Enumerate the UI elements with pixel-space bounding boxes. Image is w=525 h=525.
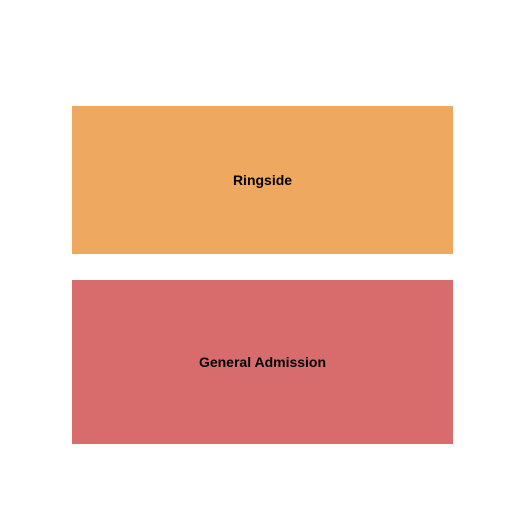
- section-general-admission[interactable]: General Admission: [72, 280, 453, 444]
- seating-map-container: Ringside General Admission: [72, 106, 453, 444]
- section-ringside-label: Ringside: [233, 172, 292, 188]
- section-general-admission-label: General Admission: [199, 354, 326, 370]
- section-ringside[interactable]: Ringside: [72, 106, 453, 254]
